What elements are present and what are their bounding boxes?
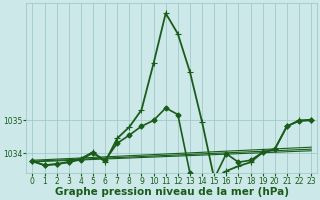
X-axis label: Graphe pression niveau de la mer (hPa): Graphe pression niveau de la mer (hPa): [55, 187, 289, 197]
